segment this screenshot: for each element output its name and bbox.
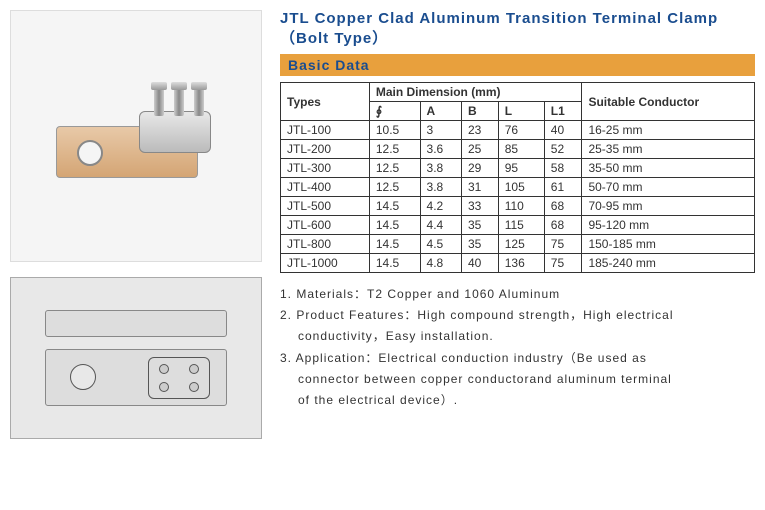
table-row: JTL-60014.54.4351156895-120 mm — [281, 216, 755, 235]
col-b: B — [461, 102, 498, 121]
table-row: JTL-100014.54.84013675185-240 mm — [281, 254, 755, 273]
col-phi: ∮ — [369, 102, 420, 121]
table-row: JTL-40012.53.8311056150-70 mm — [281, 178, 755, 197]
note-3a: 3. Application：Electrical conduction ind… — [280, 349, 755, 368]
product-title: JTL Copper Clad Aluminum Transition Term… — [280, 10, 755, 48]
col-suitable: Suitable Conductor — [582, 83, 755, 121]
col-types: Types — [281, 83, 370, 121]
table-row: JTL-10010.5323764016-25 mm — [281, 121, 755, 140]
spec-table: Types Main Dimension (mm) Suitable Condu… — [280, 82, 755, 273]
table-row: JTL-30012.53.829955835-50 mm — [281, 159, 755, 178]
notes: 1. Materials：T2 Copper and 1060 Aluminum… — [280, 285, 755, 410]
section-header: Basic Data — [280, 54, 755, 76]
product-photo — [10, 10, 262, 262]
table-row: JTL-50014.54.2331106870-95 mm — [281, 197, 755, 216]
col-maindim: Main Dimension (mm) — [369, 83, 582, 102]
note-3b: connector between copper conductorand al… — [280, 370, 755, 389]
note-2a: 2. Product Features：High compound streng… — [280, 306, 755, 325]
col-l: L — [498, 102, 544, 121]
note-3c: of the electrical device）. — [280, 391, 755, 410]
col-l1: L1 — [544, 102, 582, 121]
note-1: 1. Materials：T2 Copper and 1060 Aluminum — [280, 285, 755, 304]
technical-drawing — [10, 277, 262, 439]
col-a: A — [420, 102, 461, 121]
table-row: JTL-80014.54.53512575150-185 mm — [281, 235, 755, 254]
table-row: JTL-20012.53.625855225-35 mm — [281, 140, 755, 159]
note-2b: conductivity，Easy installation. — [280, 327, 755, 346]
